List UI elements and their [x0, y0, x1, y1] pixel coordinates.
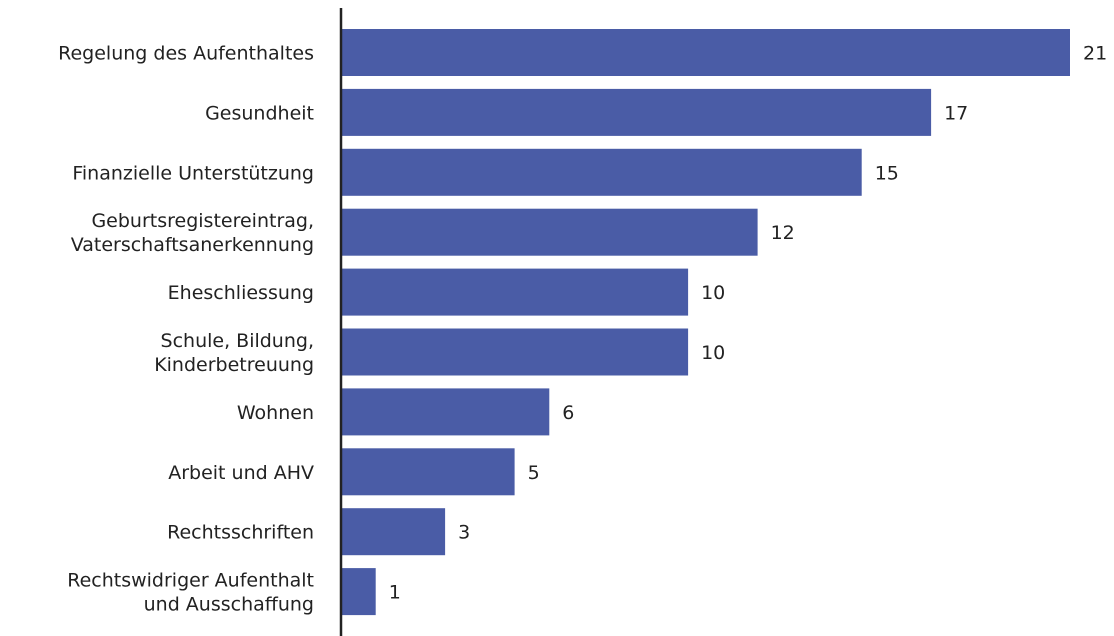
bars-layer: [341, 29, 1070, 616]
bar-value-label: 15: [875, 162, 899, 184]
bar-value-label: 17: [944, 102, 968, 124]
category-label: Regelung des Aufenthaltes: [58, 43, 314, 65]
category-label: Rechtsschriften: [167, 522, 314, 544]
category-label: Geburtsregistereintrag, Vaterschaftsanerk…: [71, 210, 314, 256]
bar: [341, 448, 515, 496]
category-label-line: Rechtswidriger Aufenthalt: [67, 570, 314, 592]
category-label-line: Vaterschaftsanerkennung: [71, 234, 314, 256]
category-label: Finanzielle Unterstützung: [72, 162, 314, 184]
category-label-line: Schule, Bildung,: [161, 330, 314, 352]
bar-value-label: 10: [701, 342, 725, 364]
value-labels-layer: 21 17 15 12 10 10 6 5 3 1: [389, 43, 1107, 604]
category-label-line: Wohnen: [237, 402, 314, 424]
bar: [341, 388, 550, 436]
category-label-line: Regelung des Aufenthaltes: [58, 43, 314, 65]
category-label-line: Eheschliessung: [168, 282, 314, 304]
bar: [341, 148, 862, 196]
category-labels-layer: Regelung des Aufenthaltes Gesundheit Finan…: [58, 43, 314, 616]
category-label: Schule, Bildung, Kinderbetreuung: [154, 330, 314, 376]
category-label-line: und Ausschaffung: [144, 594, 314, 616]
bar-value-label: 6: [562, 402, 574, 424]
bar: [341, 208, 758, 256]
category-label-line: Arbeit und AHV: [168, 462, 314, 484]
category-label-line: Finanzielle Unterstützung: [72, 162, 314, 184]
category-label-line: Rechtsschriften: [167, 522, 314, 544]
bar-value-label: 1: [389, 582, 401, 604]
bar: [341, 88, 932, 136]
category-label-line: Geburtsregistereintrag,: [91, 210, 314, 232]
bar: [341, 508, 446, 556]
category-label-line: Gesundheit: [205, 102, 314, 124]
bar-value-label: 5: [528, 462, 540, 484]
category-label-line: Kinderbetreuung: [154, 354, 314, 376]
category-label: Eheschliessung: [168, 282, 314, 304]
bar: [341, 328, 689, 376]
category-label: Wohnen: [237, 402, 314, 424]
bar-value-label: 3: [458, 522, 470, 544]
bar: [341, 29, 1070, 76]
bar-value-label: 12: [771, 222, 795, 244]
bar-value-label: 10: [701, 282, 725, 304]
bar: [341, 268, 689, 316]
category-label: Gesundheit: [205, 102, 314, 124]
category-label: Arbeit und AHV: [168, 462, 314, 484]
category-label: Rechtswidriger Aufenthalt und Ausschaffun…: [67, 570, 314, 616]
bar-value-label: 21: [1083, 43, 1107, 65]
bar: [341, 568, 376, 616]
